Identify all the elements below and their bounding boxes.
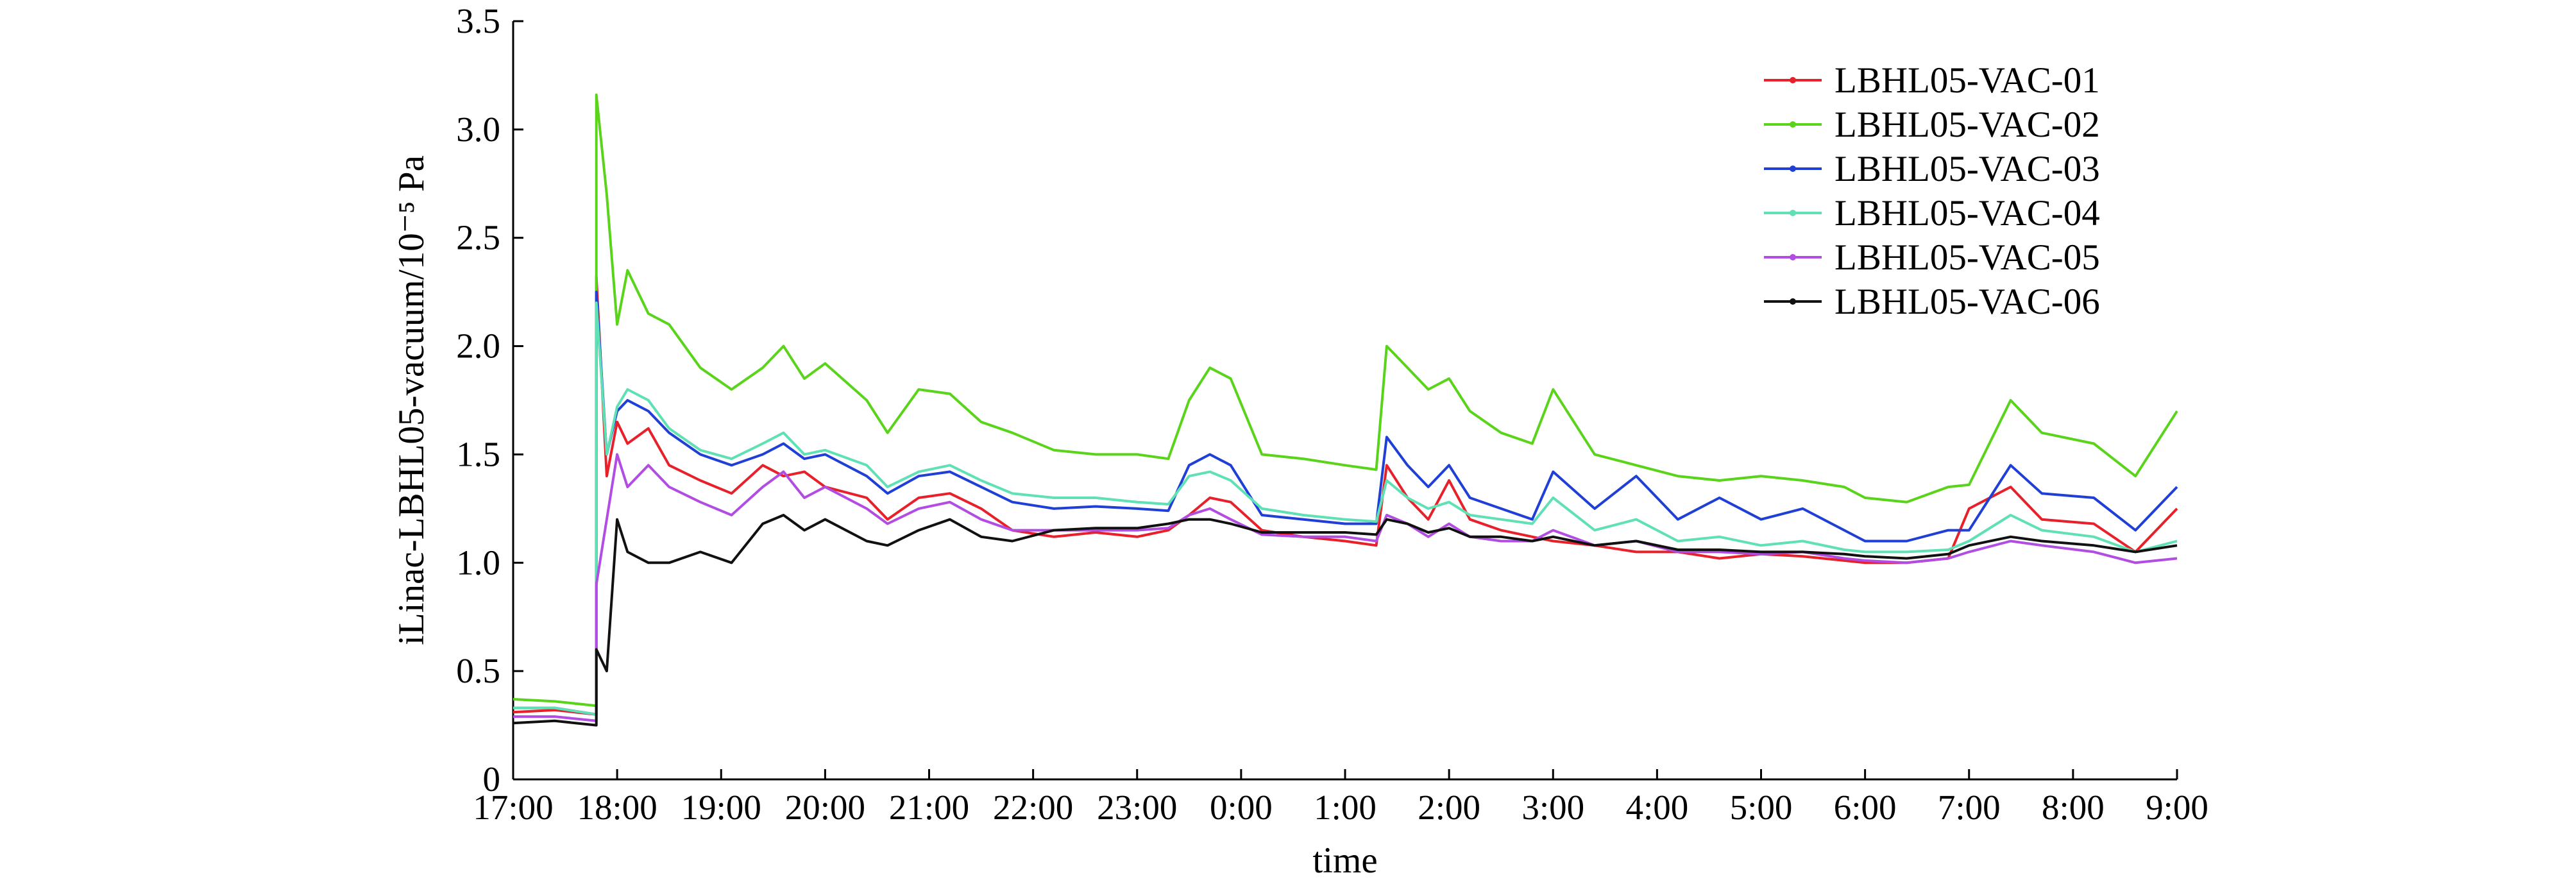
x-tick-label: 20:00 — [785, 788, 865, 827]
legend-label-2: LBHL05-VAC-02 — [1835, 105, 2100, 145]
x-tick-label: 3:00 — [1521, 788, 1584, 827]
legend-label-1: LBHL05-VAC-01 — [1835, 60, 2100, 101]
legend-marker-6 — [1790, 298, 1796, 305]
legend-marker-2 — [1790, 121, 1796, 128]
legend: LBHL05-VAC-01LBHL05-VAC-02LBHL05-VAC-03L… — [1764, 60, 2100, 322]
x-tick-label: 18:00 — [577, 788, 657, 827]
y-tick-label: 0 — [483, 759, 501, 799]
legend-marker-1 — [1790, 77, 1796, 83]
x-tick-label: 1:00 — [1314, 788, 1377, 827]
y-axis-ticks: 0 0.5 1.0 1.5 2.0 2.5 3.0 3.5 — [456, 1, 523, 799]
legend-label-5: LBHL05-VAC-05 — [1835, 237, 2100, 278]
legend-label-4: LBHL05-VAC-04 — [1835, 193, 2100, 233]
x-axis-title: time — [1312, 840, 1377, 881]
x-tick-label: 0:00 — [1210, 788, 1273, 827]
x-tick-label: 9:00 — [2146, 788, 2208, 827]
y-axis-title: iLinac-LBHL05-vacuum/10⁻⁵ Pa — [391, 155, 432, 645]
y-tick-label: 1.0 — [456, 543, 500, 582]
legend-marker-4 — [1790, 210, 1796, 216]
series-line-1 — [513, 275, 2178, 716]
x-tick-label: 22:00 — [993, 788, 1073, 827]
y-tick-label: 3.5 — [456, 1, 500, 40]
legend-marker-3 — [1790, 165, 1796, 172]
series-line-2 — [513, 93, 2178, 708]
y-tick-label: 3.0 — [456, 110, 500, 149]
y-tick-label: 0.5 — [456, 651, 500, 690]
series-line-3 — [513, 291, 2178, 716]
x-tick-label: 8:00 — [2042, 788, 2105, 827]
x-tick-label: 6:00 — [1834, 788, 1897, 827]
x-tick-label: 5:00 — [1730, 788, 1793, 827]
x-tick-label: 21:00 — [889, 788, 969, 827]
x-tick-label: 19:00 — [681, 788, 761, 827]
series-lines — [513, 93, 2178, 727]
x-tick-label: 2:00 — [1418, 788, 1480, 827]
x-tick-label: 4:00 — [1625, 788, 1688, 827]
legend-label-6: LBHL05-VAC-06 — [1835, 282, 2100, 322]
y-tick-label: 2.0 — [456, 327, 500, 366]
y-tick-label: 1.5 — [456, 434, 500, 473]
series-line-4 — [513, 301, 2178, 716]
x-axis-ticks: 17:00 18:00 19:00 20:00 21:00 22:00 23:00 0:00 1… — [473, 769, 2208, 827]
x-tick-label: 23:00 — [1097, 788, 1177, 827]
x-tick-label: 7:00 — [1938, 788, 2001, 827]
y-tick-label: 2.5 — [456, 218, 500, 257]
legend-label-3: LBHL05-VAC-03 — [1835, 149, 2100, 189]
legend-marker-5 — [1790, 254, 1796, 260]
series-line-6 — [513, 514, 2178, 727]
x-tick-label: 17:00 — [473, 788, 553, 827]
